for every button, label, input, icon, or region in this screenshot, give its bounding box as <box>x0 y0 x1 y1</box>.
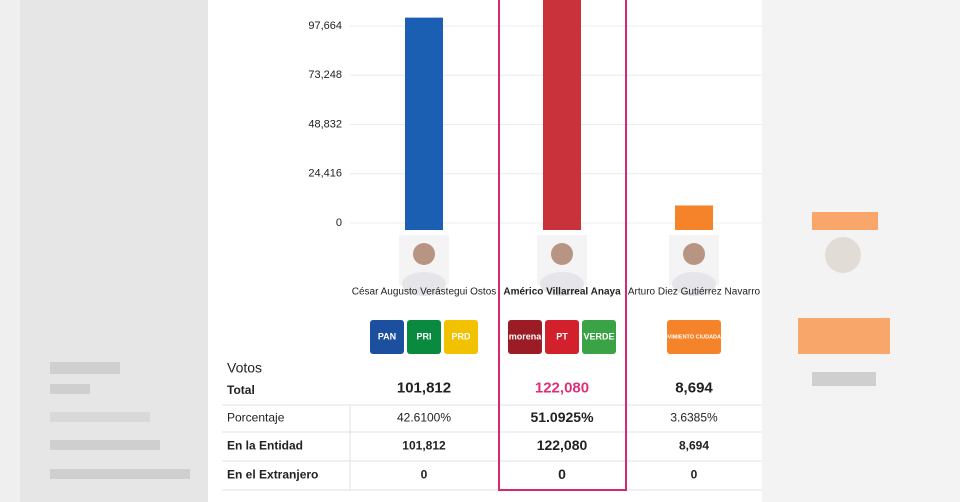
party-logo <box>370 320 404 354</box>
cell-value: 0 <box>691 468 698 482</box>
blurred-bar <box>812 212 878 230</box>
blurred-text <box>50 384 90 394</box>
row-label: Votos <box>227 360 262 376</box>
blurred-left <box>20 0 210 502</box>
cell-value: 122,080 <box>535 379 589 396</box>
photo-shoulders <box>402 272 446 296</box>
y-tick-label: 97,664 <box>308 20 342 32</box>
cell-value: 42.6100% <box>397 411 451 425</box>
party-name: MOVIMIENTO CIUDADANO <box>659 334 730 340</box>
cell-value: 3.6385% <box>670 411 718 425</box>
party-name: PT <box>556 331 568 341</box>
party-name: morena <box>509 331 543 341</box>
blurred-photo <box>825 237 861 273</box>
row-label: En el Extranjero <box>227 468 318 482</box>
blurred-text <box>50 440 160 450</box>
bar <box>405 17 443 231</box>
blurred-text <box>50 469 190 479</box>
party-logo <box>407 320 441 354</box>
cell-value: 8,694 <box>679 439 709 453</box>
photo-shoulders <box>672 272 716 296</box>
cell-value: 51.0925% <box>530 409 594 425</box>
photo-head <box>551 243 573 265</box>
blurred-logo <box>798 318 890 354</box>
bar <box>675 205 713 230</box>
y-tick-label: 48,832 <box>308 118 342 130</box>
photo-head <box>683 243 705 265</box>
candidate-name: César Augusto Verástegui Ostos <box>352 287 497 298</box>
party-name: PRI <box>416 331 431 341</box>
party-logo <box>444 320 478 354</box>
blurred-text <box>50 362 120 374</box>
cell-value: 101,812 <box>397 379 451 396</box>
photo-head <box>413 243 435 265</box>
chart: 0 24,416 48,832 73,248 97,664 <box>308 0 762 231</box>
party-logo <box>508 320 542 354</box>
results-table: César Augusto Verástegui Ostos PAN PRI PRD A… <box>222 235 762 491</box>
winner-highlight <box>498 0 627 491</box>
party-name: PRD <box>451 331 471 341</box>
blurred-text <box>812 372 876 386</box>
y-tick-label: 73,248 <box>308 69 342 81</box>
cell-value: 101,812 <box>402 439 446 453</box>
blurred-text <box>50 412 150 422</box>
party-name: VERDE <box>583 331 614 341</box>
cell-value: 0 <box>421 468 428 482</box>
row-sublabel: Total <box>227 383 255 397</box>
photo-shoulders <box>540 272 584 296</box>
row-label: Porcentaje <box>227 411 285 425</box>
candidate-name: Arturo Diez Gutiérrez Navarro <box>628 287 761 298</box>
cell-value: 0 <box>558 466 566 482</box>
party-logo <box>667 320 721 354</box>
row-label: En la Entidad <box>227 439 303 453</box>
candidate-name: Américo Villarreal Anaya <box>503 287 621 298</box>
bar <box>543 0 581 230</box>
cell-value: 122,080 <box>537 437 588 453</box>
party-logo <box>545 320 579 354</box>
party-name: PAN <box>378 331 396 341</box>
blurred-right <box>762 0 960 502</box>
y-tick-label: 24,416 <box>308 168 342 180</box>
cell-value: 8,694 <box>675 379 713 396</box>
y-tick-label: 0 <box>336 217 342 229</box>
party-logo <box>582 320 616 354</box>
